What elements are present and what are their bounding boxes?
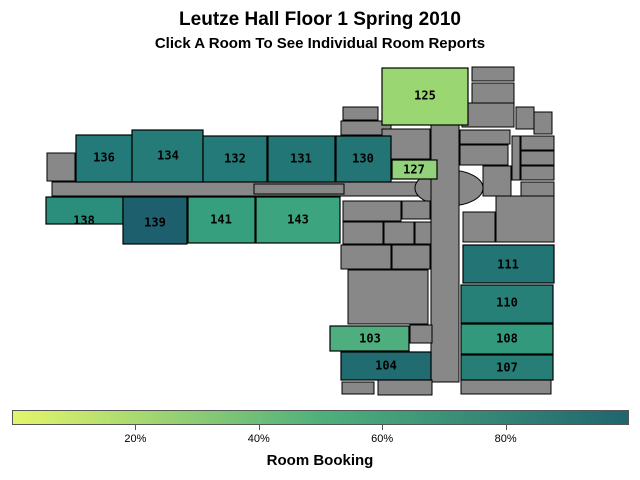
room-138-shape bbox=[45, 196, 124, 225]
room-134-shape bbox=[131, 129, 204, 183]
room-125-shape bbox=[381, 67, 469, 126]
room-127-shape bbox=[391, 159, 438, 180]
building-block bbox=[520, 135, 555, 151]
building-block bbox=[342, 221, 384, 245]
building-block bbox=[520, 165, 555, 181]
floor-plan-map: 125 136 134 132 131 130 127 138 139 141 … bbox=[45, 66, 555, 396]
room-143-shape bbox=[255, 196, 341, 244]
room-103-shape bbox=[329, 325, 410, 352]
room-108[interactable]: 108 bbox=[460, 323, 554, 355]
legend-tick-label: 20% bbox=[124, 433, 147, 445]
legend-tick bbox=[135, 425, 137, 430]
building-block bbox=[495, 195, 555, 243]
room-131-label: 131 bbox=[290, 152, 312, 166]
building-block bbox=[520, 150, 555, 166]
color-scale-bar bbox=[12, 410, 629, 425]
room-143-label: 143 bbox=[287, 213, 309, 227]
room-110-label: 110 bbox=[496, 296, 518, 310]
room-127-label: 127 bbox=[403, 163, 425, 177]
room-107-label: 107 bbox=[496, 361, 518, 375]
room-108-shape bbox=[460, 323, 554, 355]
room-141[interactable]: 141 bbox=[187, 196, 256, 244]
legend-tick bbox=[382, 425, 384, 430]
building-block bbox=[46, 152, 76, 182]
legend-tick-label: 40% bbox=[247, 433, 270, 445]
building-block bbox=[391, 244, 431, 270]
room-141-shape bbox=[187, 196, 256, 244]
room-139-label: 139 bbox=[144, 216, 166, 230]
building-block bbox=[383, 221, 415, 245]
room-136[interactable]: 136 bbox=[75, 134, 133, 183]
room-141-label: 141 bbox=[210, 213, 232, 227]
legend-title: Room Booking bbox=[266, 452, 374, 469]
building-block bbox=[340, 244, 392, 270]
building-block bbox=[341, 381, 375, 395]
room-104-shape bbox=[340, 351, 432, 381]
corridor bbox=[51, 181, 423, 197]
building-block bbox=[414, 221, 432, 245]
building-block bbox=[511, 135, 521, 181]
building-block bbox=[461, 102, 515, 128]
corridor bbox=[253, 183, 345, 195]
room-134[interactable]: 134 bbox=[131, 129, 204, 183]
building-block bbox=[459, 129, 511, 145]
room-139-shape bbox=[122, 196, 188, 245]
room-125[interactable]: 125 bbox=[381, 67, 469, 126]
legend-tick-label: 60% bbox=[371, 433, 394, 445]
page-title: Leutze Hall Floor 1 Spring 2010 bbox=[179, 9, 461, 30]
room-125-label: 125 bbox=[414, 89, 436, 103]
room-132-label: 132 bbox=[224, 152, 246, 166]
room-111[interactable]: 111 bbox=[462, 244, 555, 284]
building-block bbox=[340, 120, 392, 136]
room-103[interactable]: 103 bbox=[329, 325, 410, 352]
room-132-shape bbox=[202, 135, 268, 183]
building-block bbox=[520, 181, 555, 197]
room-131-shape bbox=[267, 135, 336, 183]
room-143[interactable]: 143 bbox=[255, 196, 341, 244]
building-block bbox=[462, 211, 496, 243]
room-130-shape bbox=[335, 135, 392, 183]
room-104[interactable]: 104 bbox=[340, 351, 432, 381]
legend-tick bbox=[258, 425, 260, 430]
room-139[interactable]: 139 bbox=[122, 196, 188, 245]
room-108-label: 108 bbox=[496, 332, 518, 346]
room-138-label: 138 bbox=[73, 214, 95, 228]
legend-tick-label: 80% bbox=[494, 433, 517, 445]
room-138[interactable]: 138 bbox=[45, 196, 124, 228]
building-block bbox=[515, 106, 535, 130]
building-block bbox=[377, 379, 433, 396]
building-block bbox=[342, 200, 402, 222]
building-block bbox=[401, 200, 431, 220]
room-134-label: 134 bbox=[157, 149, 179, 163]
building-block bbox=[409, 324, 433, 344]
building-block bbox=[347, 269, 429, 325]
room-110-shape bbox=[460, 284, 554, 324]
building-block bbox=[460, 379, 552, 395]
room-104-label: 104 bbox=[375, 359, 397, 373]
room-111-label: 111 bbox=[497, 258, 519, 272]
room-107[interactable]: 107 bbox=[460, 354, 554, 381]
room-110[interactable]: 110 bbox=[460, 284, 554, 324]
room-107-shape bbox=[460, 354, 554, 381]
room-131[interactable]: 131 bbox=[267, 135, 336, 183]
building-block bbox=[471, 66, 515, 82]
corridor bbox=[430, 119, 460, 383]
room-111-shape bbox=[462, 244, 555, 284]
building-block bbox=[459, 144, 509, 166]
legend-tick bbox=[505, 425, 507, 430]
building-structure bbox=[46, 66, 555, 396]
page-subtitle: Click A Room To See Individual Room Repo… bbox=[154, 35, 486, 52]
room-136-label: 136 bbox=[93, 151, 115, 165]
room-130[interactable]: 130 bbox=[335, 135, 392, 183]
room-103-label: 103 bbox=[359, 332, 381, 346]
building-block bbox=[471, 82, 515, 104]
building-block bbox=[482, 165, 512, 197]
room-127[interactable]: 127 bbox=[391, 159, 438, 180]
room-130-label: 130 bbox=[352, 152, 374, 166]
building-block bbox=[533, 111, 553, 135]
room-132[interactable]: 132 bbox=[202, 135, 268, 183]
building-block bbox=[342, 106, 379, 121]
